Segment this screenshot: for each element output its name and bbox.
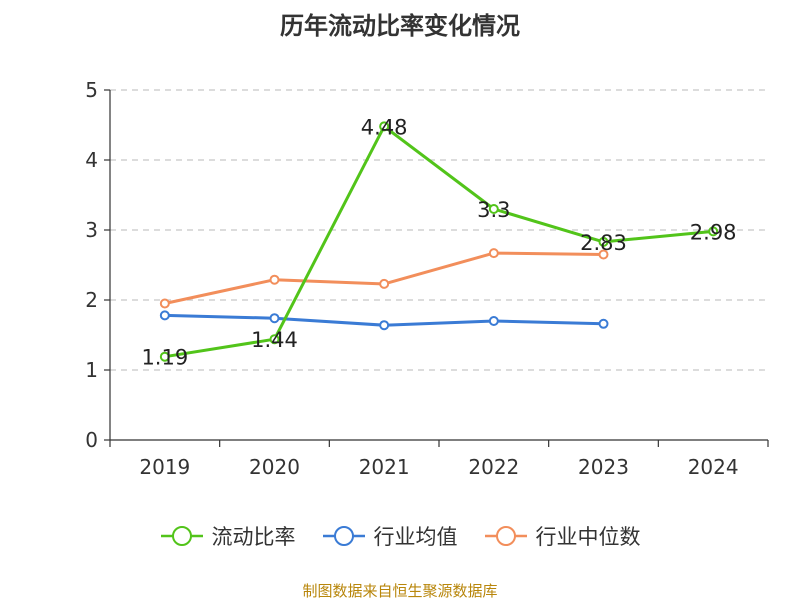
data-label: 3.3 — [477, 198, 510, 222]
x-tick-label: 2022 — [468, 455, 519, 479]
series-line — [164, 124, 714, 359]
legend-swatch-marker — [171, 526, 192, 546]
data-point — [379, 278, 390, 289]
y-tick-label: 1 — [85, 358, 98, 382]
data-label: 1.44 — [251, 328, 298, 352]
x-tick-label: 2024 — [688, 455, 739, 479]
data-point — [379, 320, 390, 331]
y-tick-label: 5 — [85, 78, 98, 102]
x-tick-label: 2023 — [578, 455, 629, 479]
legend-swatch-marker — [333, 526, 354, 546]
data-point — [159, 298, 170, 309]
legend-swatch-icon — [322, 526, 365, 546]
legend-label: 行业均值 — [373, 525, 458, 549]
legend-item[interactable]: 流动比率 — [160, 521, 296, 551]
data-point — [269, 313, 280, 324]
data-label: 2.98 — [690, 220, 737, 244]
data-point — [708, 226, 719, 237]
data-point — [488, 316, 499, 326]
source-note: 制图数据来自恒生聚源数据库 — [302, 582, 498, 600]
legend-label: 行业中位数 — [535, 525, 641, 549]
legend-item[interactable]: 行业均值 — [322, 521, 458, 551]
series-line — [164, 251, 604, 305]
y-tick-label: 0 — [85, 428, 98, 452]
data-point — [598, 249, 609, 260]
x-tick-label: 2020 — [249, 455, 300, 479]
data-point — [379, 121, 390, 132]
x-tick-label: 2021 — [359, 455, 410, 479]
data-point — [159, 351, 170, 362]
data-label: 4.48 — [361, 115, 408, 139]
data-point — [598, 318, 609, 329]
legend-swatch-marker — [495, 526, 516, 546]
data-point — [598, 236, 609, 247]
legend-swatch-icon — [484, 526, 527, 546]
y-tick-label: 4 — [85, 148, 98, 172]
legend-label: 流动比率 — [211, 525, 296, 549]
y-tick-label: 2 — [85, 288, 98, 312]
data-label: 2.83 — [580, 231, 627, 255]
data-label: 1.19 — [141, 346, 188, 370]
data-point — [269, 334, 280, 345]
y-tick-label: 3 — [85, 218, 98, 242]
chart-title: 历年流动比率变化情况 — [280, 12, 520, 40]
legend-swatch-icon — [160, 526, 203, 546]
data-point — [159, 310, 170, 321]
data-point — [269, 274, 280, 285]
data-point — [488, 204, 499, 214]
data-point — [488, 248, 499, 259]
legend-item[interactable]: 行业中位数 — [484, 521, 641, 551]
x-tick-label: 2019 — [139, 455, 190, 479]
legend: 流动比率 行业均值 行业中位数 — [0, 521, 800, 551]
